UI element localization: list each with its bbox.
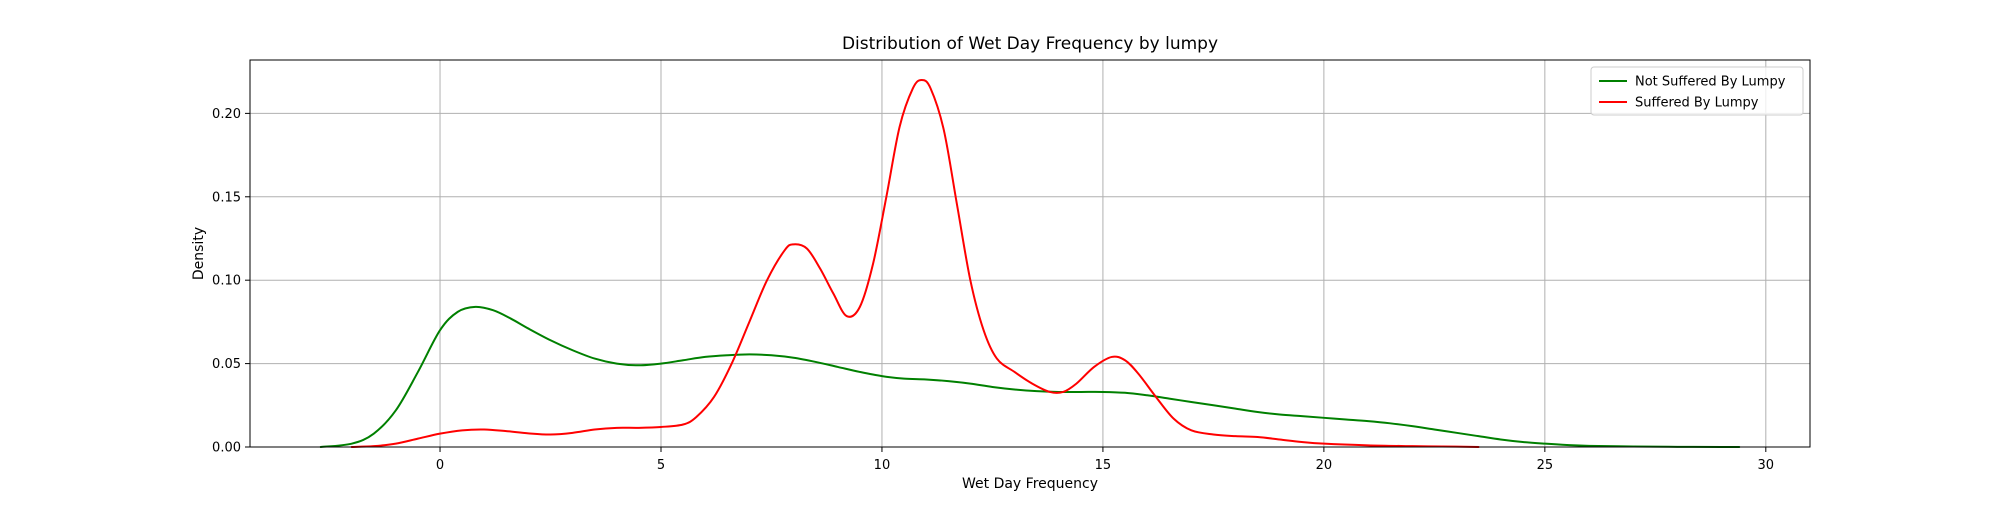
x-tick-label: 5 — [657, 458, 665, 473]
x-tick-label: 30 — [1758, 458, 1775, 473]
x-tick-label: 10 — [874, 458, 891, 473]
y-tick-label: 0.00 — [212, 441, 241, 456]
series-line-not-suffered — [319, 305, 1741, 449]
y-tick-label: 0.10 — [212, 274, 241, 289]
y-tick-label: 0.05 — [212, 357, 241, 372]
legend-label-suffered: Suffered By Lumpy — [1635, 96, 1759, 111]
legend: Not Suffered By Lumpy Suffered By Lumpy — [1590, 66, 1804, 116]
axis-ticks: 0 5 10 15 20 25 30 0.00 0.05 0.10 0.15 0.20 — [212, 107, 1774, 473]
chart-title: Distribution of Wet Day Frequency by lum… — [842, 34, 1218, 54]
x-tick-label: 20 — [1316, 458, 1333, 473]
series-lines — [319, 79, 1741, 449]
x-axis-label: Wet Day Frequency — [962, 476, 1098, 492]
series-line-suffered — [350, 79, 1480, 448]
legend-label-not-suffered: Not Suffered By Lumpy — [1635, 75, 1786, 90]
y-tick-label: 0.15 — [212, 190, 241, 205]
x-tick-label: 15 — [1095, 458, 1112, 473]
y-axis-label: Density — [191, 227, 207, 280]
y-tick-label: 0.20 — [212, 107, 241, 122]
x-tick-label: 25 — [1537, 458, 1554, 473]
legend-box — [1590, 66, 1804, 116]
x-tick-label: 0 — [436, 458, 444, 473]
plot-frame — [249, 59, 1811, 448]
